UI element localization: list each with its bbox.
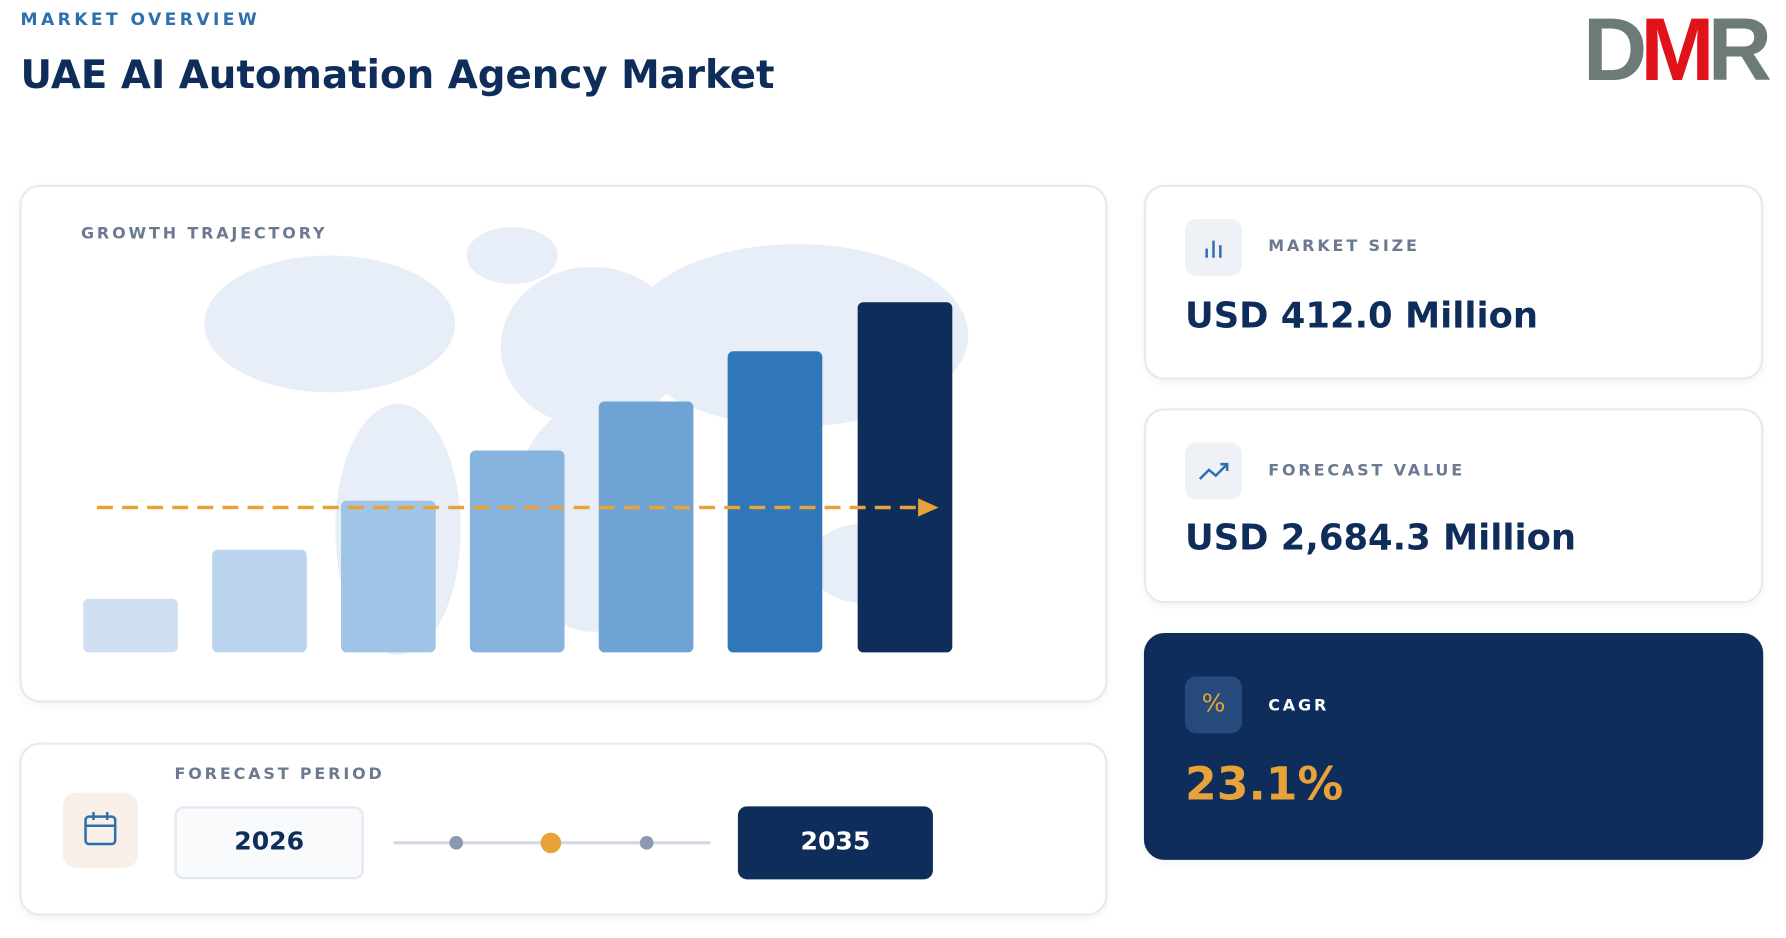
calendar-icon [62,792,139,868]
world-map [204,226,969,655]
forecast-value-card: FORECAST VALUE USD 2,684.3 Million [1143,408,1764,604]
bars [83,302,953,653]
logo-letter: R [1707,0,1772,100]
card-label: MARKET SIZE [1268,237,1420,256]
arrow-head [918,498,939,517]
logo-letter: M [1640,0,1714,100]
chart-graphic [83,226,969,655]
logo: DMR [1583,0,1772,102]
percent-icon: % [1184,676,1243,734]
card-value: USD 2,684.3 Million [1184,517,1577,559]
cagr-card: % CAGR 23.1% [1143,632,1764,860]
bar-icon [1184,218,1243,277]
trend-icon [1184,442,1243,500]
logo-letter: D [1583,0,1647,100]
end-year: 2035 [737,806,933,880]
section-label: MARKET OVERVIEW [20,9,261,30]
chart-label: GROWTH TRAJECTORY [80,224,328,243]
forecast-card: FORECAST PERIOD 2026 2035 [19,742,1108,916]
market-size-card: MARKET SIZE USD 412.0 Million [1143,184,1764,380]
start-year: 2026 [174,806,364,880]
card-label: FORECAST VALUE [1268,461,1465,481]
card-label: CAGR [1268,696,1330,716]
card-value: USD 412.0 Million [1184,295,1539,337]
chart-card: GROWTH TRAJECTORY [19,184,1108,703]
period-label: FORECAST PERIOD [174,765,385,784]
card-value: 23.1% [1184,758,1344,811]
timeline [393,832,711,854]
page-title: UAE AI Automation Agency Market [20,52,775,99]
